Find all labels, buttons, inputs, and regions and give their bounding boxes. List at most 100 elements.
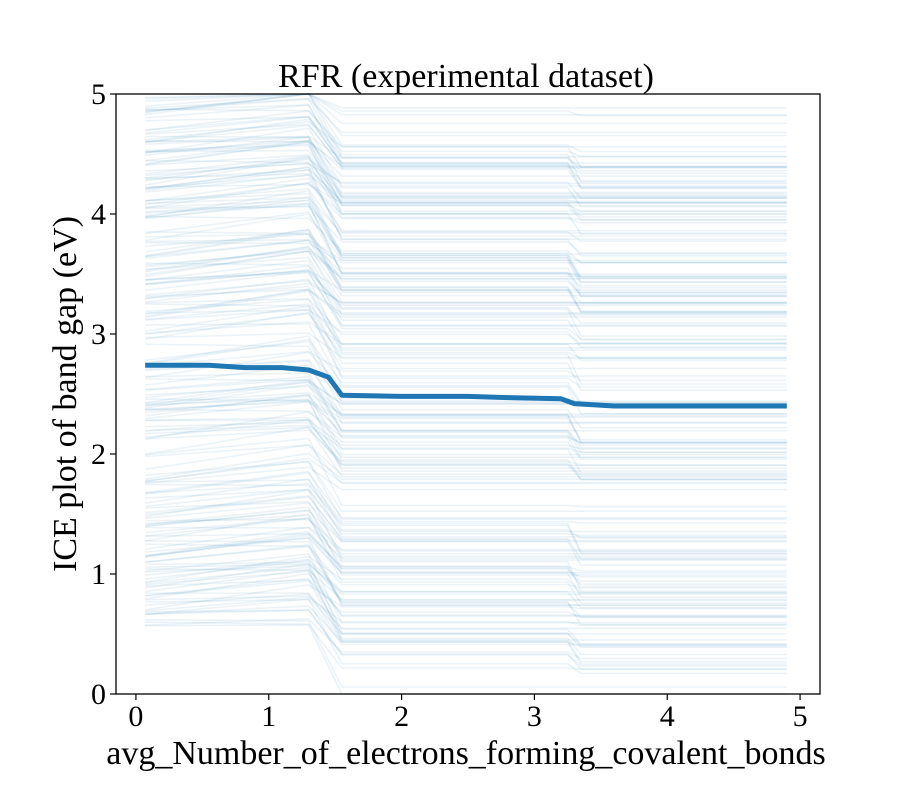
ice-curve [145,335,787,404]
y-tick-label: 5 [91,78,106,111]
ice-curve [145,211,787,289]
ice-curve [145,332,787,359]
x-tick-label: 2 [394,700,409,733]
ice-curve [145,182,787,235]
ice-curve [145,238,787,287]
ice-curve [145,168,787,204]
ice-curve [145,270,787,340]
y-axis-ticks: 0 1 2 3 4 5 [91,78,116,711]
y-tick-label: 4 [91,198,106,231]
ice-curve [145,534,787,574]
ice-curve [145,536,787,606]
ice-curve [145,395,787,456]
ice-curve [145,298,787,344]
ice-curve [145,483,787,555]
ice-curve [145,265,787,341]
ice-curve [145,159,787,199]
ice-curve [145,97,787,134]
ice-curve [145,461,787,520]
ice-curve [145,470,787,539]
ice-curve [145,290,787,359]
ice-curve [145,189,787,255]
y-tick-label: 0 [91,678,106,711]
ice-curve [145,598,787,675]
ice-curve [145,443,787,476]
ice-curve [145,174,787,242]
ice-curve [145,532,787,585]
plot-frame [115,93,821,695]
chart-title: RFR (experimental dataset) [278,58,654,95]
ice-curve [145,136,787,208]
ice-curve [145,272,787,326]
ice-curve [145,98,787,172]
ice-curve [145,568,787,601]
ice-curve [145,115,787,182]
ice-curve [145,506,787,578]
ice-curve [145,555,787,594]
ice-curve [145,452,787,480]
ice-curve [145,183,787,204]
ice-curve [145,256,787,314]
ice-curve [145,163,787,199]
ice-curve [145,482,787,553]
ice-curve [145,157,787,212]
ice-curve [145,596,787,626]
ice-curve [145,545,787,618]
ice-curve [145,537,787,599]
ice-curve [145,398,787,472]
ice-curve [145,466,787,491]
ice-curve [145,262,787,316]
ice-curve [145,553,787,624]
ice-curve [145,619,787,688]
ice-curve [145,518,787,551]
ice-curve [145,149,787,195]
ice-curve [145,457,787,484]
ice-curve [145,424,787,453]
ice-curve [145,188,787,237]
ice-curve [145,394,787,444]
x-tick-label: 3 [527,700,542,733]
ice-curve [145,583,787,611]
ice-curve [145,533,787,572]
ice-curve [145,93,787,153]
ice-curve [145,308,787,388]
ice-curve [145,202,787,277]
ice-curve [145,303,787,360]
ice-curve [145,268,787,324]
ice-curve [145,621,787,670]
ice-curve [145,279,787,305]
x-tick-label: 4 [660,700,675,733]
ice-curve [145,598,787,646]
ice-curve [145,135,787,168]
ice-curve [145,343,787,429]
ice-curve [145,421,787,477]
ice-curve [145,202,787,275]
ice-curve [145,539,787,626]
ice-curve [145,93,787,125]
ice-curve [145,269,787,291]
ice-curve [145,419,787,480]
ice-curve [145,198,787,264]
ice-curve [145,572,787,617]
ice-curve [145,205,787,283]
ice-curve [145,570,787,641]
ice-curve [145,350,787,382]
ice-curve [145,526,787,552]
ice-curve [145,495,787,542]
ice-curve [145,400,787,481]
ice-curve [145,116,787,158]
ice-curve [145,282,787,304]
ice-curve [145,139,787,221]
ice-curve [145,108,787,158]
ice-curve [145,618,787,660]
ice-curve [145,566,787,617]
ice-curve [145,233,787,294]
ice-curve [145,595,787,635]
ice-curve [145,372,787,432]
ice-curve [145,135,787,194]
ice-curve [145,196,787,234]
ice-curve [145,351,787,415]
ice-curve [145,288,787,351]
